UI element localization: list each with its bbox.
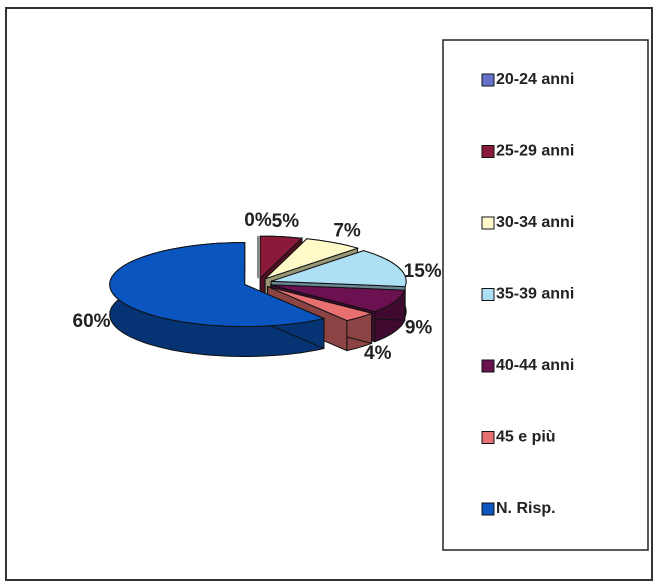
- legend-swatch: [481, 216, 495, 230]
- legend-label: 25-29 anni: [496, 143, 574, 160]
- slice: [259, 235, 304, 280]
- data-label: 7%: [333, 221, 361, 242]
- legend-label: 40-44 anni: [496, 357, 574, 374]
- data-label: 0%: [244, 210, 272, 231]
- legend-label: 20-24 anni: [496, 71, 574, 88]
- legend-swatch: [481, 73, 495, 87]
- data-label: 5%: [272, 211, 300, 232]
- legend-swatch: [481, 359, 495, 373]
- data-label: 60%: [73, 311, 111, 332]
- data-label: 15%: [404, 261, 442, 282]
- slice: [271, 250, 407, 288]
- legend-label: 45 e più: [496, 429, 556, 446]
- legend-swatch: [481, 431, 495, 444]
- legend-box: [442, 39, 649, 551]
- legend-swatch: [481, 502, 495, 516]
- data-label: 4%: [364, 343, 392, 364]
- slice: [270, 284, 406, 313]
- legend-swatch: [481, 145, 495, 158]
- slice: [109, 241, 326, 327]
- slice: [267, 286, 374, 322]
- legend-label: N. Risp.: [496, 500, 556, 517]
- legend-label: 35-39 anni: [496, 286, 574, 303]
- slice: [264, 238, 360, 280]
- legend-label: 30-34 anni: [496, 214, 574, 231]
- legend-swatch: [481, 288, 495, 301]
- data-label: 9%: [405, 318, 433, 339]
